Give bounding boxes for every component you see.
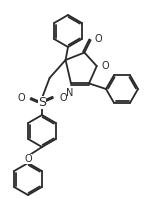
Text: O: O bbox=[95, 34, 102, 44]
Text: O: O bbox=[24, 154, 32, 164]
Text: N: N bbox=[66, 88, 74, 99]
Text: O: O bbox=[102, 61, 109, 71]
Text: S: S bbox=[38, 96, 46, 108]
Text: O: O bbox=[59, 93, 67, 103]
Text: O: O bbox=[17, 93, 25, 103]
